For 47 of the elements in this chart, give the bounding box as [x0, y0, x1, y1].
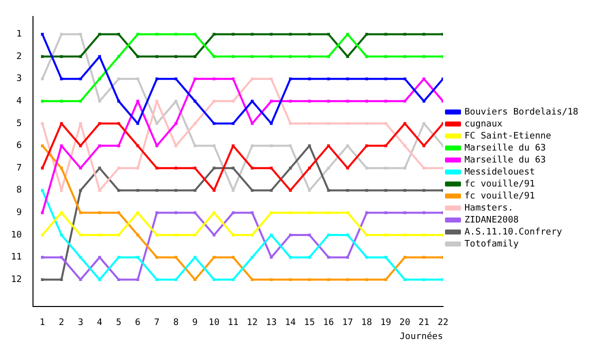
y-tick-label: 8 [16, 186, 22, 196]
x-tick-label: 22 [438, 318, 448, 328]
x-tick-label: 14 [284, 318, 296, 328]
x-tick-label: 21 [418, 318, 430, 328]
x-tick-label: 12 [246, 318, 258, 328]
y-tick-label: 2 [16, 52, 22, 62]
y-tick-label: 7 [16, 163, 22, 174]
legend-label: A.S.11.10.Confrery [464, 227, 563, 238]
y-tick-label: 1 [16, 30, 22, 40]
x-tick-label: 17 [342, 318, 354, 328]
x-tick-label: 16 [323, 318, 334, 328]
x-tick-label: 6 [135, 318, 140, 328]
y-tick-label: 6 [16, 141, 22, 152]
x-tick-label: 15 [304, 318, 315, 328]
x-tick-label: 7 [154, 318, 160, 328]
legend-label: Marseille du 63 [464, 155, 546, 166]
legend-label: Messidelouest [464, 167, 535, 178]
y-tick-label: 11 [10, 252, 22, 263]
y-tick-label: 9 [16, 208, 22, 218]
x-tick-label: 19 [380, 318, 392, 328]
y-tick-label: 3 [16, 74, 22, 84]
legend-label: cugnaux [464, 119, 504, 130]
x-tick-label: 18 [361, 318, 372, 328]
y-tick-label: 4 [16, 96, 22, 107]
x-tick-label: 10 [208, 318, 220, 328]
x-tick-label: 3 [78, 318, 84, 328]
legend-label: FC Saint-Etienne [464, 131, 552, 142]
legend-label: Totofamily [464, 239, 520, 250]
x-tick-label: 4 [96, 318, 102, 328]
y-tick-label: 10 [10, 230, 22, 240]
x-tick-label: 8 [173, 318, 179, 328]
x-tick-label: 2 [58, 318, 64, 328]
x-tick-label: 13 [266, 318, 277, 328]
x-tick-label: 9 [192, 318, 198, 328]
legend-label: ZIDANE2008 [464, 215, 519, 226]
x-axis-title: Journées [400, 330, 443, 342]
legend-label: Hamsters. [464, 203, 514, 214]
x-tick-label: 1 [40, 318, 46, 328]
x-tick-label: 20 [399, 318, 410, 328]
x-tick-label: 11 [228, 318, 239, 328]
legend-label: Marseille du 63 [464, 143, 546, 154]
y-tick-label: 12 [10, 274, 22, 285]
x-tick-label: 5 [116, 318, 122, 328]
legend-label: fc vouille/91 [464, 191, 535, 202]
y-tick-label: 5 [16, 118, 22, 129]
legend-label: fc vouille/91 [464, 179, 535, 190]
legend-label: Bouviers Bordelais/18 [464, 107, 578, 118]
